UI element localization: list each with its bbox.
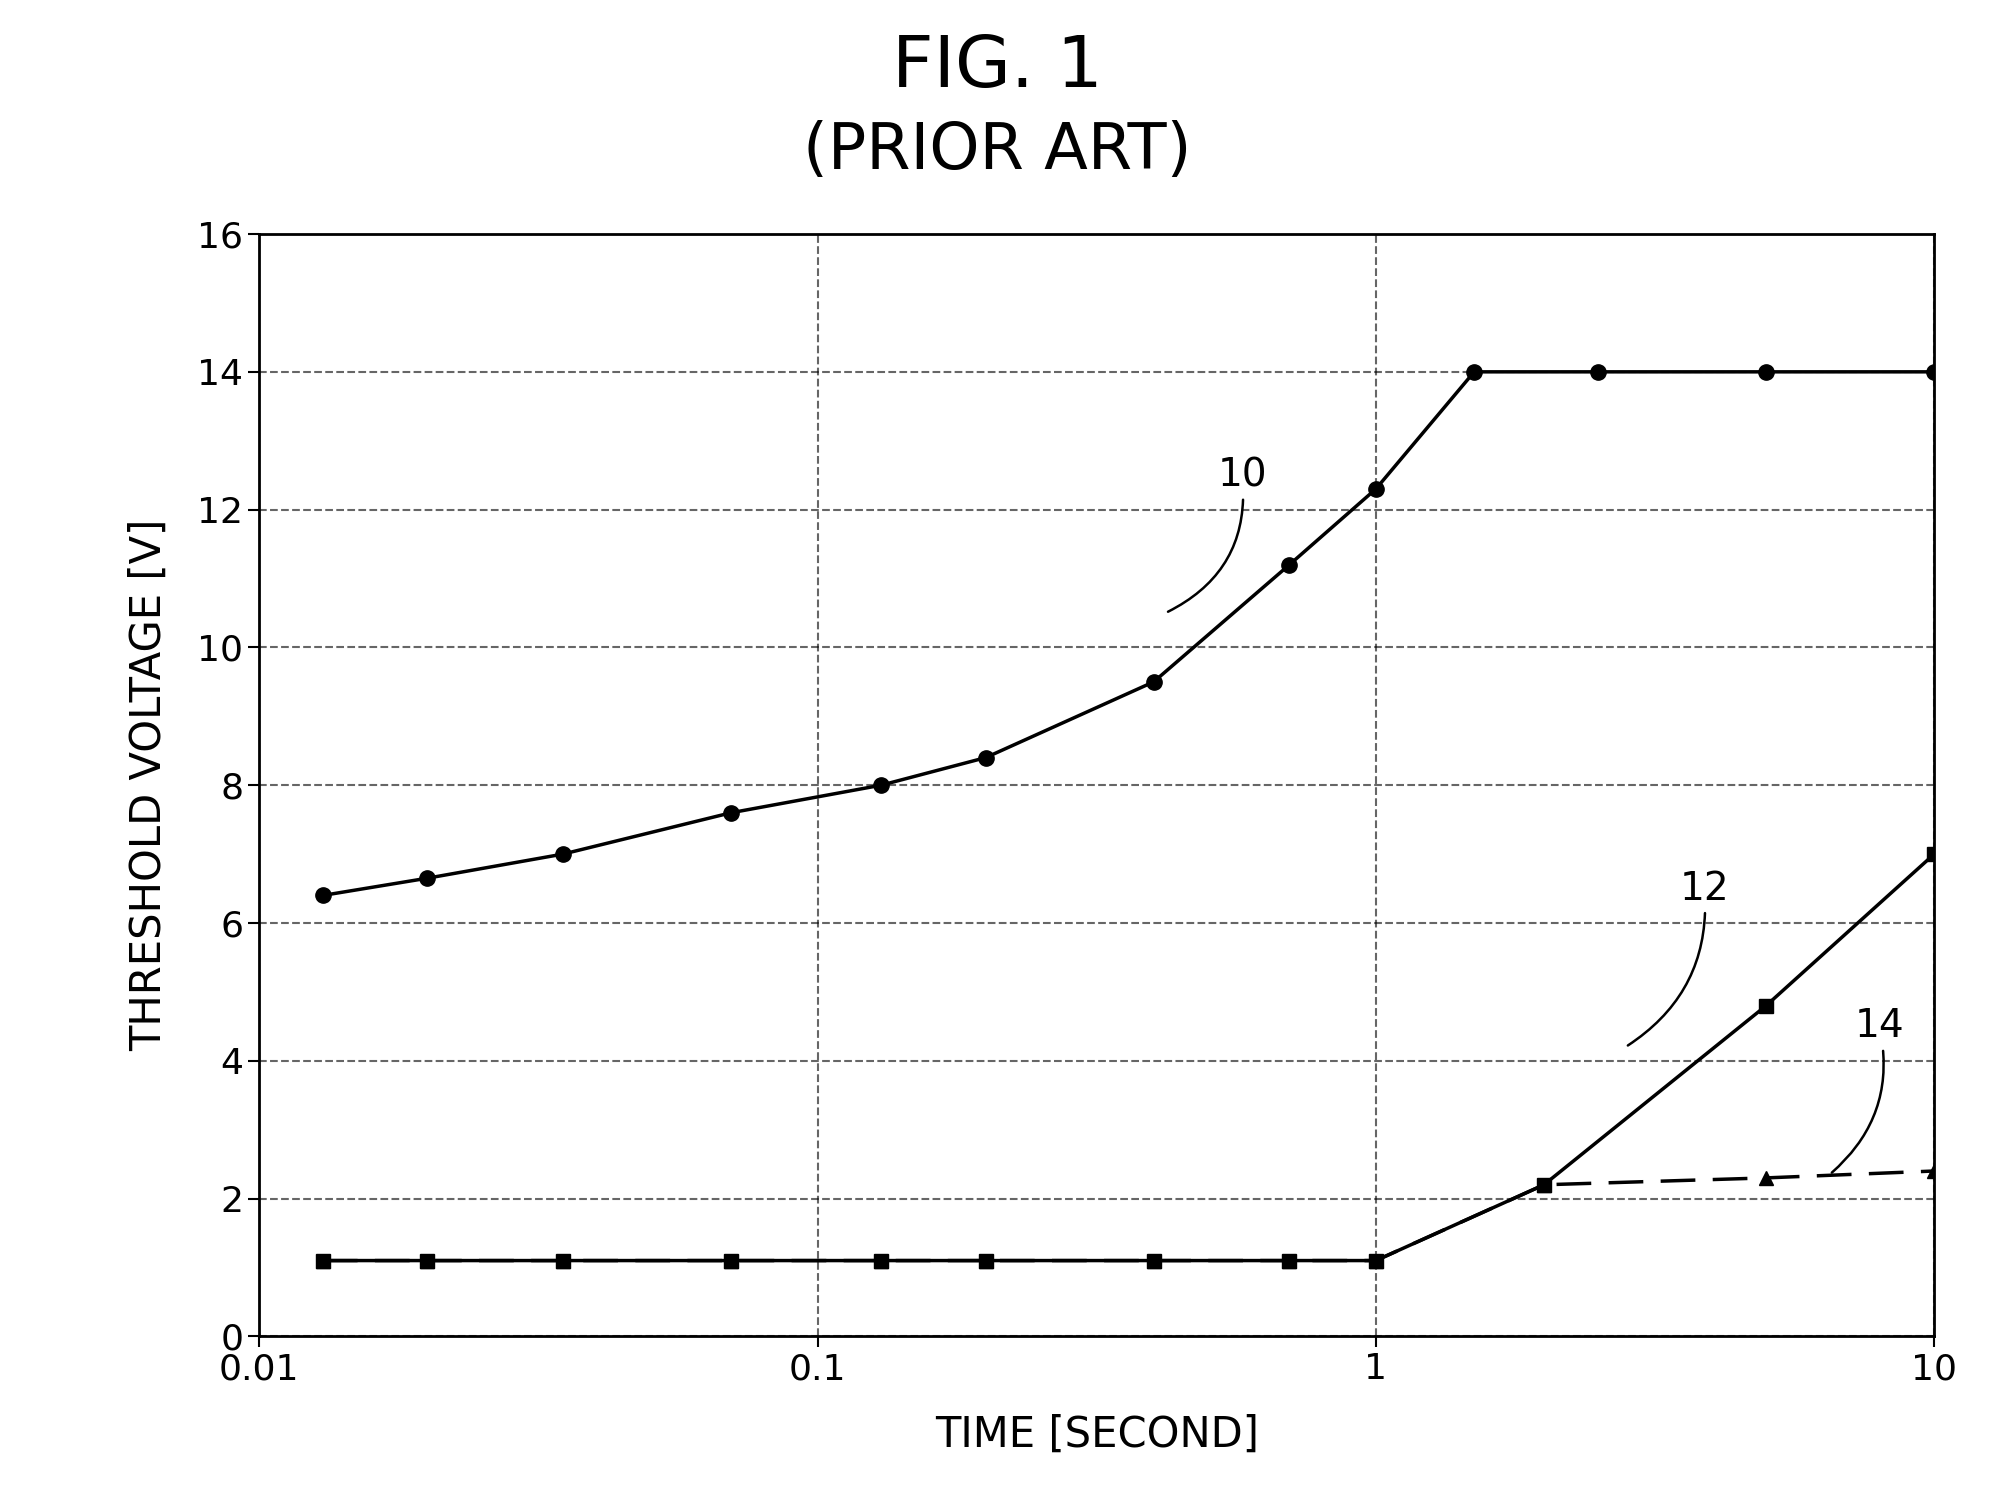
Text: 12: 12 <box>1627 870 1729 1045</box>
Y-axis label: THRESHOLD VOLTAGE [V]: THRESHOLD VOLTAGE [V] <box>128 519 169 1051</box>
Text: 10: 10 <box>1168 456 1266 612</box>
Text: (PRIOR ART): (PRIOR ART) <box>804 119 1190 183</box>
Text: 14: 14 <box>1832 1007 1904 1173</box>
Text: FIG. 1: FIG. 1 <box>891 33 1103 103</box>
X-axis label: TIME [SECOND]: TIME [SECOND] <box>935 1413 1258 1456</box>
